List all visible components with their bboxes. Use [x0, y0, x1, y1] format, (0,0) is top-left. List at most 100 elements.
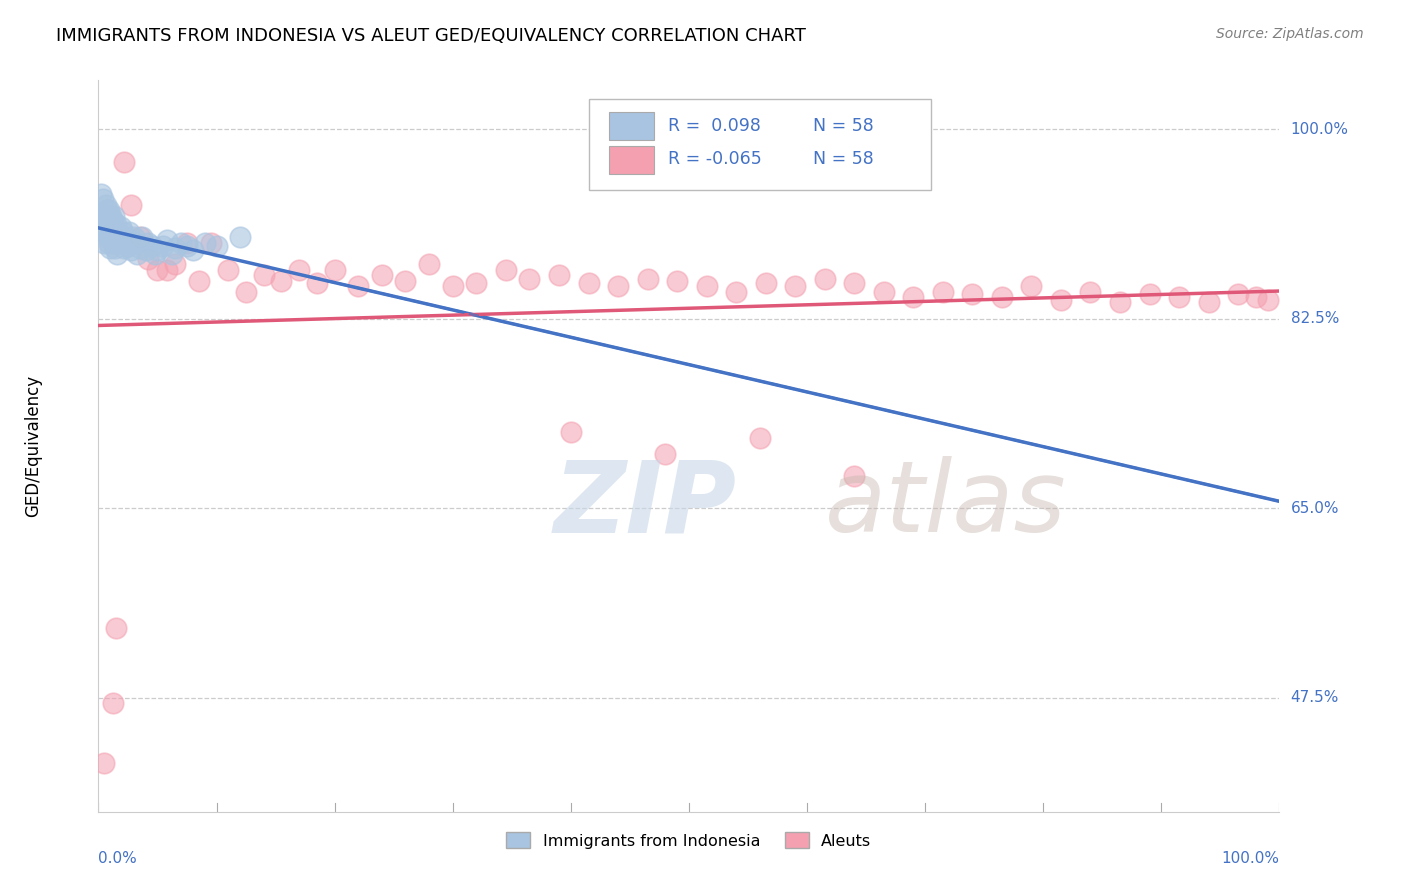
Point	[200, 235, 222, 250]
Point	[118, 225, 141, 239]
Point	[93, 756, 115, 770]
Text: R = -0.065: R = -0.065	[668, 150, 762, 169]
Point	[371, 268, 394, 283]
Point	[519, 271, 541, 285]
Point	[962, 286, 984, 301]
Point	[323, 263, 346, 277]
Point	[90, 187, 112, 202]
Point	[755, 276, 778, 290]
Point	[122, 230, 145, 244]
Text: 0.0%: 0.0%	[98, 851, 138, 865]
Point	[873, 285, 896, 299]
Point	[1080, 285, 1102, 299]
Point	[108, 233, 131, 247]
Point	[1198, 295, 1220, 310]
Point	[844, 468, 866, 483]
Point	[105, 246, 128, 260]
Point	[170, 235, 193, 250]
Point	[105, 218, 128, 232]
Point	[165, 258, 187, 272]
Point	[146, 244, 169, 258]
Text: GED/Equivalency: GED/Equivalency	[24, 375, 42, 517]
Point	[187, 274, 209, 288]
Point	[176, 235, 198, 250]
Point	[1109, 295, 1132, 310]
Point	[101, 235, 124, 250]
Point	[96, 203, 118, 218]
Point	[814, 271, 837, 285]
Point	[181, 244, 204, 258]
Point	[136, 235, 159, 250]
Text: R =  0.098: R = 0.098	[668, 117, 761, 135]
Point	[105, 230, 128, 244]
Text: 100.0%: 100.0%	[1291, 121, 1348, 136]
Point	[107, 225, 129, 239]
Point	[932, 285, 955, 299]
Point	[253, 268, 276, 283]
Point	[176, 239, 198, 253]
Point	[97, 230, 120, 244]
Point	[91, 209, 114, 223]
Point	[194, 235, 217, 250]
Point	[141, 239, 163, 253]
Point	[725, 285, 748, 299]
Text: Source: ZipAtlas.com: Source: ZipAtlas.com	[1216, 27, 1364, 41]
Bar	[609, 112, 654, 140]
Point	[548, 268, 571, 283]
Point	[654, 447, 676, 461]
Point	[441, 279, 464, 293]
Point	[637, 271, 659, 285]
Point	[111, 235, 134, 250]
Point	[465, 276, 488, 290]
Point	[112, 154, 135, 169]
Point	[418, 258, 440, 272]
Point	[666, 274, 689, 288]
Point	[1257, 293, 1279, 308]
Point	[1139, 286, 1161, 301]
Point	[117, 239, 139, 253]
Point	[128, 230, 150, 244]
Point	[101, 214, 124, 228]
Point	[1050, 293, 1073, 308]
Point	[270, 274, 292, 288]
Point	[104, 241, 127, 255]
Point	[110, 219, 132, 234]
Point	[229, 230, 252, 244]
Point	[98, 230, 121, 244]
Point	[785, 279, 807, 293]
Point	[121, 244, 143, 258]
Point	[91, 193, 114, 207]
Point	[844, 276, 866, 290]
Point	[217, 263, 239, 277]
Point	[127, 246, 149, 260]
Point	[235, 285, 257, 299]
Text: 47.5%: 47.5%	[1291, 690, 1339, 706]
Point	[748, 431, 770, 445]
Point	[103, 209, 125, 223]
Point	[112, 225, 135, 239]
Point	[98, 203, 121, 218]
Point	[394, 274, 416, 288]
Point	[160, 246, 183, 260]
Point	[114, 230, 136, 244]
Point	[288, 263, 311, 277]
Point	[98, 218, 121, 232]
Bar	[609, 146, 654, 174]
Point	[97, 211, 120, 225]
Point	[105, 620, 128, 634]
Text: ZIP: ZIP	[553, 456, 737, 553]
Point	[156, 263, 179, 277]
Point	[146, 263, 169, 277]
Text: 65.0%: 65.0%	[1291, 500, 1339, 516]
Point	[347, 279, 370, 293]
Point	[100, 209, 122, 223]
Point	[93, 219, 115, 234]
Text: 82.5%: 82.5%	[1291, 311, 1339, 326]
Point	[1244, 290, 1267, 304]
Point	[495, 263, 517, 277]
Point	[125, 235, 148, 250]
Point	[94, 198, 117, 212]
Point	[903, 290, 925, 304]
Point	[94, 214, 117, 228]
Point	[607, 279, 630, 293]
